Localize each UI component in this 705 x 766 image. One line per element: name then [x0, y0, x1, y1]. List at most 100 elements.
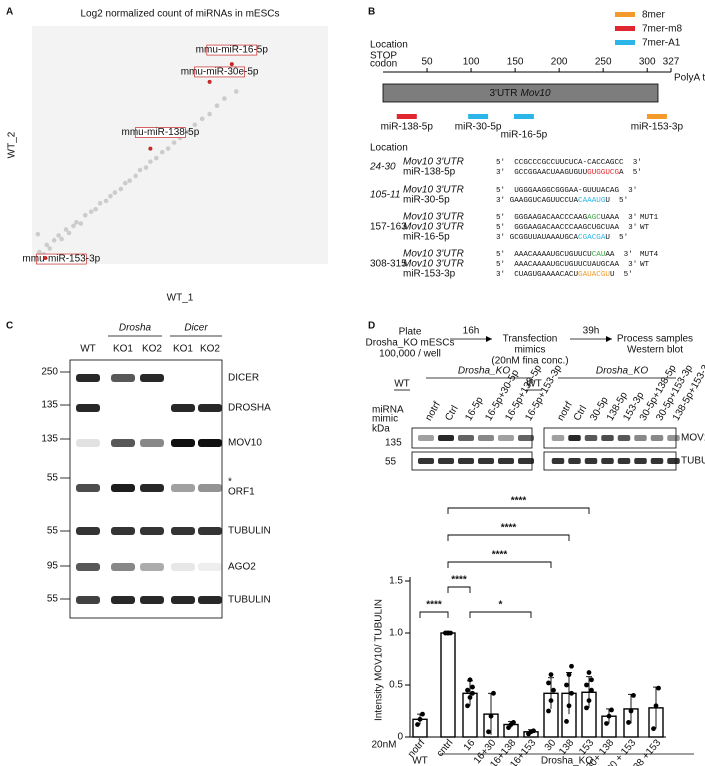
point	[108, 193, 113, 199]
replicate-point	[653, 703, 659, 709]
point	[51, 237, 57, 243]
legend-swatch	[615, 40, 635, 45]
replicate-point	[564, 719, 569, 724]
location: 105-11	[370, 190, 400, 201]
replicate-point	[569, 663, 574, 669]
lane-label: KO2	[142, 344, 162, 355]
ruler-tick-label: 100	[463, 57, 480, 68]
band	[458, 435, 474, 441]
ruler-tick-label: 300	[639, 57, 656, 68]
band	[498, 435, 514, 441]
band	[111, 374, 135, 382]
x-axis-label: WT_1	[167, 293, 194, 304]
protein-label: MOV10	[228, 438, 262, 449]
replicate-point	[548, 672, 554, 677]
significance-label: ****	[511, 496, 527, 507]
variant-note: WT	[640, 261, 650, 269]
point	[199, 116, 205, 122]
flow-step: Plate	[399, 327, 422, 338]
utr-label: 3'UTR Mov10	[489, 88, 550, 99]
sequence-part: 3' GCGGUUAUAAAUGCA	[496, 234, 578, 242]
utr-name: 3'UTR	[489, 88, 517, 99]
significance-bracket	[447, 561, 552, 568]
sequence-part: 3' GAAGGUCAGUUCCUA	[496, 197, 578, 205]
site-bar-7mer-a1	[513, 114, 534, 119]
significance-bracket	[419, 611, 449, 618]
protein-label: AGO2	[228, 562, 256, 573]
sequence-part: 5' AAACAAAAUGCUGUUCU	[496, 251, 592, 259]
band	[478, 458, 494, 464]
site-bar-7mer-a1	[468, 114, 489, 119]
marker-label: 135	[41, 400, 58, 411]
replicate-point	[420, 711, 425, 717]
y-axis-label: Intensity MOV10/ TUBULIN	[374, 599, 385, 721]
point-label: mmu-miR-16-5p	[196, 45, 269, 56]
band	[458, 458, 474, 464]
point	[133, 173, 138, 179]
sequence: 5' GGGAAGACAACCCAAGAGCUAAA 3'	[496, 214, 637, 222]
y-tick-label: 0.5	[389, 680, 403, 691]
ko-label: Drosha_KO	[458, 366, 510, 377]
band	[198, 439, 222, 447]
sequence-part: 5' GGGAAGACAACCCAAG	[496, 214, 588, 222]
flow-arrowhead	[486, 336, 492, 342]
x-prefix: 20nM	[371, 740, 396, 751]
significance-label: ****	[501, 523, 517, 534]
band	[140, 596, 164, 604]
point	[35, 231, 41, 237]
row-name: Mov10 3'UTR	[403, 259, 464, 270]
group-label: Drosha	[119, 323, 152, 334]
replicate-point	[609, 707, 614, 713]
sequence-part: 3' CUAGUGAAAACACU	[496, 271, 578, 279]
band	[76, 596, 100, 604]
replicate-point	[511, 720, 516, 725]
band	[634, 458, 647, 464]
band	[76, 404, 100, 412]
point	[122, 180, 128, 186]
band	[198, 404, 222, 412]
point	[66, 230, 72, 236]
replicate-point	[584, 705, 589, 711]
band	[568, 435, 581, 441]
band	[111, 439, 135, 447]
point	[63, 227, 69, 232]
site-bar-7mer-m8	[396, 114, 417, 119]
significance-label: ****	[426, 600, 442, 611]
flow-duration: 39h	[583, 326, 600, 337]
replicate-point	[656, 685, 661, 691]
replicate-point	[470, 690, 475, 696]
marker-label: 95	[47, 561, 59, 572]
protein-label: TUBULIN	[228, 595, 271, 606]
row-name: Mov10 3'UTR	[403, 185, 464, 196]
flow-step: Process samples	[617, 334, 693, 345]
row-name: Mov10 3'UTR	[403, 222, 464, 233]
ruler-tick-label: 250	[595, 57, 612, 68]
replicate-point	[467, 677, 473, 683]
legend-label: 7mer-A1	[642, 38, 681, 49]
group-label: WT	[412, 756, 428, 766]
replicate-point	[546, 708, 551, 714]
point	[56, 233, 61, 238]
protein-label: DROSHA	[228, 403, 271, 414]
ruler-tick-label: 50	[421, 57, 433, 68]
plot-background	[32, 26, 328, 264]
significance-bracket	[447, 586, 471, 593]
replicate-point	[467, 695, 473, 700]
x-tick-label: 16	[462, 737, 478, 753]
panel-label: A	[6, 7, 13, 18]
replicate-point	[445, 630, 451, 636]
sequence-part: A 5'	[619, 169, 642, 177]
panel-label: B	[368, 7, 375, 18]
band	[518, 435, 534, 441]
replicate-point	[564, 682, 569, 688]
sequence-part: U 5'	[605, 197, 628, 205]
lane-label: 16-5p	[463, 395, 486, 423]
band	[111, 563, 135, 571]
sequence-part: GUGGUCG	[587, 169, 619, 177]
flow-step: 100,000 / well	[379, 349, 441, 360]
significance-bracket	[447, 534, 570, 541]
band	[617, 435, 631, 441]
point	[171, 140, 177, 145]
group-label: Dicer	[184, 323, 208, 334]
replicate-point	[546, 680, 551, 686]
